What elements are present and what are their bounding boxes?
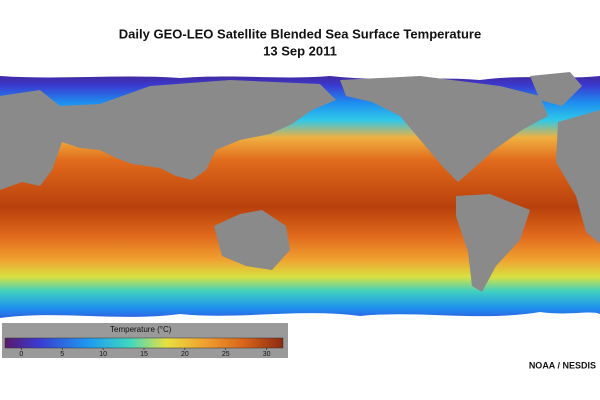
colorbar-tick-label: 25 bbox=[222, 351, 230, 358]
colorbar-tick-label: 10 bbox=[99, 351, 107, 358]
map-title: Daily GEO-LEO Satellite Blended Sea Surf… bbox=[119, 26, 481, 41]
north-america bbox=[340, 76, 548, 182]
credit: NOAA / NESDIS bbox=[529, 360, 596, 370]
colorbar-scale bbox=[4, 337, 284, 349]
africa bbox=[556, 110, 600, 244]
greenland bbox=[530, 72, 582, 106]
eurasia bbox=[0, 80, 336, 190]
arctic-ice bbox=[0, 68, 600, 80]
colorbar-tick-label: 30 bbox=[263, 351, 271, 358]
colorbar-tick-label: 0 bbox=[19, 351, 23, 358]
colorbar-tick-label: 15 bbox=[140, 351, 148, 358]
australia bbox=[214, 210, 290, 270]
colorbar: Temperature (°C) 0 5 10 15 20 25 30 bbox=[2, 323, 288, 358]
map bbox=[0, 68, 600, 358]
map-date: 13 Sep 2011 bbox=[263, 43, 337, 58]
colorbar-tick-label: 5 bbox=[60, 351, 64, 358]
colorbar-label: Temperature (°C) bbox=[110, 325, 172, 334]
south-america bbox=[456, 194, 530, 292]
colorbar-tick-label: 20 bbox=[181, 351, 189, 358]
